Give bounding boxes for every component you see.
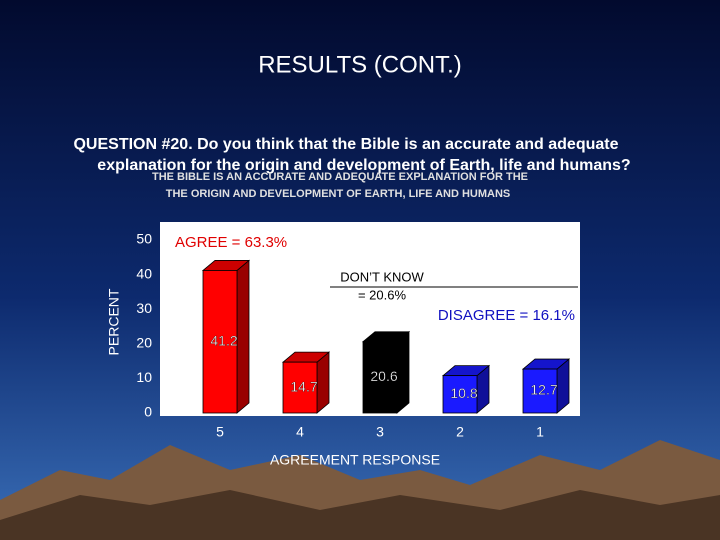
bar-front — [202, 270, 238, 414]
bar-front — [362, 341, 398, 414]
y-axis-label: PERCENT — [106, 288, 122, 355]
mountains — [0, 440, 720, 540]
data-label: 20.6 — [370, 368, 397, 384]
x-tick-label: 2 — [456, 424, 464, 440]
annotation: DISAGREE = 16.1% — [438, 307, 575, 324]
question-line: explanation for the origin and developme… — [97, 157, 630, 174]
y-tick-label: 10 — [136, 369, 152, 385]
x-tick-label: 4 — [296, 424, 304, 440]
bar — [201, 259, 251, 414]
x-tick-label: 3 — [376, 424, 384, 440]
x-tick-label: 5 — [216, 424, 224, 440]
slide-title: RESULTS (CONT.) — [258, 51, 462, 78]
data-label: 12.7 — [530, 382, 557, 398]
y-tick-label: 0 — [144, 404, 152, 420]
data-label: 10.8 — [450, 385, 477, 401]
data-label: 41.2 — [210, 332, 237, 348]
bar-front — [522, 368, 558, 414]
y-tick-label: 20 — [136, 335, 152, 351]
chart-title: THE ORIGIN AND DEVELOPMENT OF EARTH, LIF… — [166, 188, 510, 200]
bar — [281, 351, 331, 414]
bar-front — [442, 375, 478, 414]
bar — [361, 330, 411, 414]
bar-side — [316, 351, 330, 414]
data-label: 14.7 — [290, 378, 317, 394]
chart-title: THE BIBLE IS AN ACCURATE AND ADEQUATE EX… — [152, 171, 528, 183]
y-tick-label: 50 — [136, 231, 152, 247]
y-tick-label: 30 — [136, 300, 152, 316]
y-tick-label: 40 — [136, 265, 152, 281]
x-tick-label: 1 — [536, 424, 544, 440]
annotation: = 20.6% — [358, 287, 407, 302]
annotation: DON’T KNOW — [340, 269, 424, 284]
annotation: AGREE = 63.3% — [175, 234, 287, 251]
bar — [441, 364, 491, 414]
bar-side — [236, 259, 250, 414]
bar — [521, 358, 571, 414]
question-line: QUESTION #20. Do you think that the Bibl… — [73, 136, 618, 153]
bar-front — [282, 361, 318, 414]
bar-side — [396, 330, 410, 414]
x-axis-label: AGREEMENT RESPONSE — [270, 452, 440, 468]
